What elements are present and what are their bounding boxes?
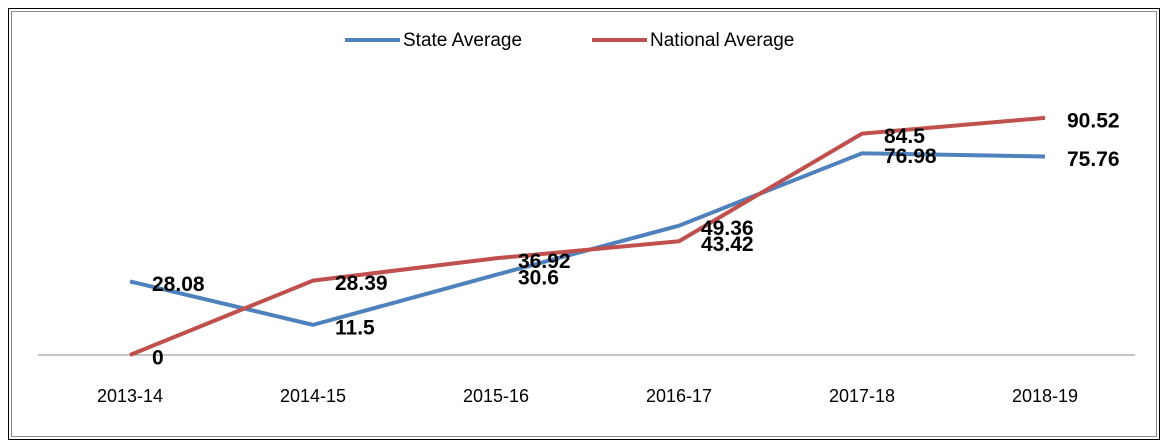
data-label: 43.42 [701, 233, 754, 256]
chart-frame-inner [11, 11, 1157, 437]
x-tick-label: 2014-15 [280, 386, 346, 406]
data-label: 28.39 [335, 272, 388, 295]
data-label: 28.08 [152, 273, 205, 296]
legend-label: State Average [403, 30, 522, 51]
data-label: 30.6 [518, 266, 559, 289]
x-tick-label: 2015-16 [463, 386, 529, 406]
chart-frame [8, 8, 1160, 440]
x-tick-label: 2017-18 [829, 386, 895, 406]
x-tick-label: 2018-19 [1012, 386, 1078, 406]
series-line [129, 115, 1046, 357]
x-tick-label: 2013-14 [97, 386, 163, 406]
data-label: 11.5 [335, 316, 375, 339]
x-tick-label: 2016-17 [646, 386, 712, 406]
data-label: 75.76 [1067, 148, 1120, 171]
data-label: 90.52 [1067, 109, 1120, 132]
data-label: 36.92 [518, 250, 571, 273]
data-label: 84.5 [884, 125, 925, 148]
data-label: 76.98 [884, 145, 937, 168]
legend-label: National Average [650, 30, 794, 51]
data-label: 49.36 [701, 217, 754, 240]
data-label: 0 [152, 347, 164, 370]
